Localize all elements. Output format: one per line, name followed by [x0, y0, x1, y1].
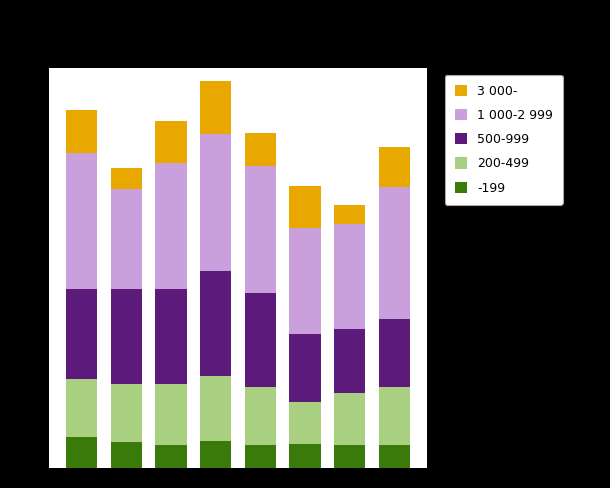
- Bar: [334, 205, 365, 224]
- Bar: [200, 134, 231, 270]
- Bar: [334, 329, 365, 393]
- Bar: [200, 376, 231, 441]
- Bar: [110, 289, 142, 384]
- Bar: [379, 446, 410, 468]
- Bar: [156, 289, 187, 384]
- Bar: [66, 437, 97, 468]
- Bar: [245, 166, 276, 293]
- Bar: [289, 402, 320, 444]
- Bar: [200, 441, 231, 468]
- Bar: [289, 228, 320, 334]
- Bar: [110, 384, 142, 442]
- Bar: [334, 224, 365, 329]
- Bar: [156, 121, 187, 163]
- Bar: [245, 133, 276, 166]
- Bar: [289, 186, 320, 228]
- Bar: [156, 384, 187, 446]
- Bar: [156, 163, 187, 289]
- Bar: [200, 81, 231, 134]
- Bar: [289, 334, 320, 402]
- Bar: [200, 270, 231, 376]
- Bar: [379, 387, 410, 446]
- Bar: [110, 168, 142, 189]
- Bar: [379, 319, 410, 387]
- Bar: [66, 379, 97, 437]
- Bar: [66, 153, 97, 289]
- Bar: [289, 444, 320, 468]
- Bar: [334, 446, 365, 468]
- Bar: [66, 110, 97, 153]
- Bar: [245, 446, 276, 468]
- Bar: [334, 393, 365, 446]
- Bar: [245, 387, 276, 446]
- Legend: 3 000-, 1 000-2 999, 500-999, 200-499, -199: 3 000-, 1 000-2 999, 500-999, 200-499, -…: [445, 75, 563, 204]
- Bar: [245, 293, 276, 387]
- Bar: [110, 189, 142, 289]
- Bar: [110, 442, 142, 468]
- Bar: [379, 187, 410, 319]
- Bar: [379, 147, 410, 187]
- Bar: [156, 446, 187, 468]
- Bar: [66, 289, 97, 379]
